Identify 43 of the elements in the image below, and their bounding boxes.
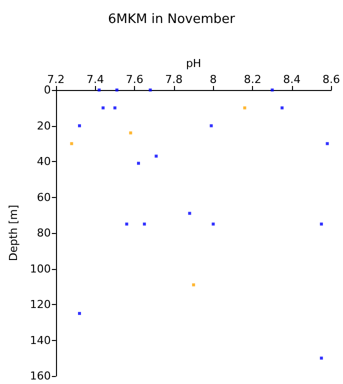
chart-title: 6MKM in November <box>108 12 236 27</box>
point <box>70 142 74 146</box>
y-tick-label: 160 <box>30 370 51 382</box>
x-tick-label: 8.4 <box>283 73 301 86</box>
x-tick-label: 8 <box>210 73 217 86</box>
x-tick-label: 7.4 <box>86 73 104 86</box>
y-tick-label: 120 <box>30 298 51 311</box>
point <box>192 283 196 286</box>
point <box>125 222 128 226</box>
point <box>210 124 213 128</box>
point <box>320 356 323 360</box>
x-tick-label: 8.2 <box>244 73 262 86</box>
y-tick-label: 100 <box>30 262 51 276</box>
point <box>113 106 116 110</box>
x-tick-label: 7.2 <box>47 73 65 86</box>
y-axis-title: Depth [m] <box>7 204 20 262</box>
point <box>102 106 105 110</box>
point <box>142 222 146 226</box>
point <box>326 142 329 146</box>
point <box>270 88 274 92</box>
y-tick-label: 0 <box>44 84 51 96</box>
y-tick-label: 20 <box>36 119 51 132</box>
y-tick-label: 140 <box>30 334 51 347</box>
point <box>212 222 215 226</box>
x-tick-label: 8.6 <box>322 73 340 86</box>
y-tick-label: 40 <box>36 155 51 168</box>
point <box>280 106 284 110</box>
point <box>154 154 158 158</box>
point <box>98 88 101 92</box>
point <box>148 88 152 92</box>
point <box>78 312 81 315</box>
x-tick-label: 7.8 <box>165 73 183 86</box>
point <box>129 131 132 134</box>
point <box>243 106 246 110</box>
x-axis-title: pH <box>186 57 202 70</box>
point <box>115 88 118 92</box>
y-tick-label: 80 <box>36 226 51 240</box>
point <box>188 212 192 215</box>
x-tick-label: 7.6 <box>126 73 144 86</box>
point <box>137 162 140 165</box>
point <box>78 124 81 128</box>
y-tick-label: 60 <box>36 190 51 204</box>
point <box>320 222 323 226</box>
